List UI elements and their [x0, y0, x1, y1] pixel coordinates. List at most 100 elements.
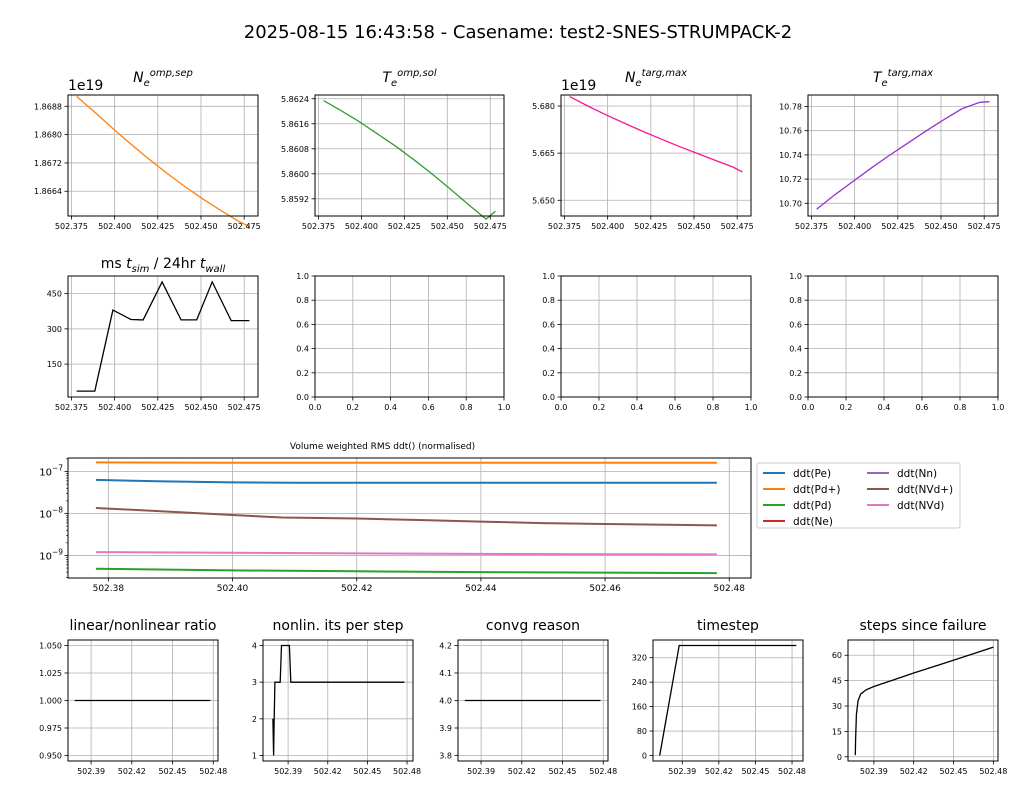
xtick-label: 502.42 [118, 767, 146, 776]
ytick-label: 0.6 [542, 320, 555, 329]
ytick-label: 5.8592 [281, 195, 309, 204]
xtick-label: 502.39 [668, 767, 696, 776]
xtick-label: 502.48 [393, 767, 421, 776]
xtick-label: 502.45 [549, 767, 577, 776]
axes-frame [314, 94, 505, 217]
ytick-label: 5.680 [532, 102, 555, 111]
subplot-title: steps since failure [859, 618, 986, 634]
xtick-label: 502.450 [184, 222, 217, 231]
xtick-label: 0.8 [460, 403, 473, 412]
xtick-label: 502.42 [900, 767, 928, 776]
legend-entry: ddt(NVd) [897, 500, 944, 512]
ytick-label: 15 [832, 727, 842, 736]
ytick-label: 0 [837, 753, 842, 762]
series-line-ne_targ_max [569, 96, 743, 173]
xtick-label: 502.425 [141, 222, 174, 231]
series-line-nonlin_its [272, 644, 405, 756]
xtick-label: 0.0 [555, 403, 568, 412]
ytick-label: 0.8 [789, 296, 802, 305]
xtick-label: 502.450 [924, 222, 957, 231]
ytick-label: 1.000 [39, 697, 62, 706]
xtick-label: 502.48 [979, 767, 1007, 776]
xtick-label: 0.2 [593, 403, 606, 412]
ytick-label: 300 [47, 325, 62, 334]
xtick-label: 502.45 [159, 767, 187, 776]
axes-frame [807, 275, 999, 398]
xtick-label: 502.475 [474, 222, 507, 231]
xtick-label: 502.40 [217, 584, 249, 594]
ytick-label: 1.8664 [34, 187, 62, 196]
axes-frame [67, 457, 752, 579]
subplot-ddt: 502.38 502.40 502.42 502.44 502.46 502.48 10−9… [39, 442, 961, 594]
axes-frame [314, 275, 505, 398]
legend: ddt(Pe) ddt(Pd+) ddt(Pd) ddt(Ne) ddt(Nn) ddt(… [756, 462, 961, 529]
legend-entry: ddt(Ne) [793, 516, 833, 528]
xtick-label: 502.39 [467, 767, 495, 776]
subplot-ne_omp_sep: 502.375 502.400 502.425 502.450 502.475 1.866… [34, 68, 261, 231]
xtick-label: 502.42 [508, 767, 536, 776]
ytick-label: 3 [252, 678, 257, 687]
xtick-label: 502.39 [77, 767, 105, 776]
ytick-label: 45 [832, 677, 842, 686]
xtick-label: 0.2 [346, 403, 359, 412]
axes-frame [560, 275, 752, 398]
axes-frame [67, 275, 259, 398]
ytick-label: 150 [47, 360, 62, 369]
xtick-label: 0.0 [802, 403, 815, 412]
ytick-label: 4.2 [439, 642, 452, 651]
series-line-te_omp_sol [323, 100, 496, 220]
ytick-label: 1.0 [542, 272, 555, 281]
ytick-label: 0.4 [542, 345, 555, 354]
series-line-steps_fail [854, 646, 994, 756]
xtick-label: 502.46 [589, 584, 621, 594]
ytick-label: 10.76 [779, 127, 802, 136]
xtick-label: 502.42 [314, 767, 342, 776]
subplot-convg: 502.39 502.42 502.45 502.48 3.8 3.9 4.0 4.1 4.2 c… [439, 618, 617, 776]
legend-entry: ddt(Pd+) [793, 484, 840, 496]
xtick-label: 0.8 [707, 403, 720, 412]
ytick-label: 0.8 [296, 296, 309, 305]
ytick-label: 0.975 [39, 724, 62, 733]
xtick-label: 502.375 [548, 222, 581, 231]
ytick-label: 3.8 [439, 752, 452, 761]
ytick-label: 240 [632, 678, 647, 687]
ytick-label: 5.8624 [281, 95, 309, 104]
axes-frame [560, 94, 752, 217]
legend-entry: ddt(Pd) [793, 500, 832, 512]
ytick-label: 80 [637, 727, 647, 736]
ytick-label: 450 [47, 290, 62, 299]
ytick-label: 0.0 [789, 393, 802, 402]
ytick-label: 10−7 [39, 464, 63, 479]
xtick-label: 502.400 [98, 222, 131, 231]
ytick-label: 0.0 [542, 393, 555, 402]
xtick-label: 502.400 [838, 222, 871, 231]
series-line-ddt(NVd+) [95, 507, 717, 527]
series-line-timestep [659, 644, 797, 756]
subplot-title: Teomp,sol [382, 68, 436, 89]
xtick-label: 502.425 [881, 222, 914, 231]
ytick-label: 0.0 [296, 393, 309, 402]
ytick-label: 10.70 [779, 199, 802, 208]
subplot-nonlin_its: 502.39 502.42 502.45 502.48 1 2 3 4 nonlin. its … [252, 618, 421, 776]
ytick-label: 4.0 [439, 697, 452, 706]
ytick-label: 1.0 [296, 272, 309, 281]
ytick-label: 1.8672 [34, 159, 62, 168]
axes-frame [262, 639, 414, 762]
legend-entry: ddt(Nn) [897, 468, 937, 480]
axes-frame [847, 639, 999, 762]
xtick-label: 0.6 [422, 403, 435, 412]
xtick-label: 502.48 [589, 767, 617, 776]
subplot-title: Netarg,max [625, 68, 687, 89]
subplot-timestep: 502.39 502.42 502.45 502.48 0 80 160 240 320 time… [632, 618, 806, 776]
ytick-label: 30 [832, 702, 842, 711]
xtick-label: 0.8 [954, 403, 967, 412]
legend-entry: ddt(Pe) [793, 468, 831, 480]
xtick-label: 0.4 [384, 403, 397, 412]
ytick-label: 1.025 [39, 669, 62, 678]
xtick-label: 502.45 [741, 767, 769, 776]
xtick-label: 502.475 [721, 222, 754, 231]
ytick-label: 10.72 [779, 175, 802, 184]
series-line-ddt(NVd) [95, 551, 717, 556]
ytick-label: 10.74 [779, 151, 802, 160]
ytick-label: 1.8688 [34, 102, 62, 111]
